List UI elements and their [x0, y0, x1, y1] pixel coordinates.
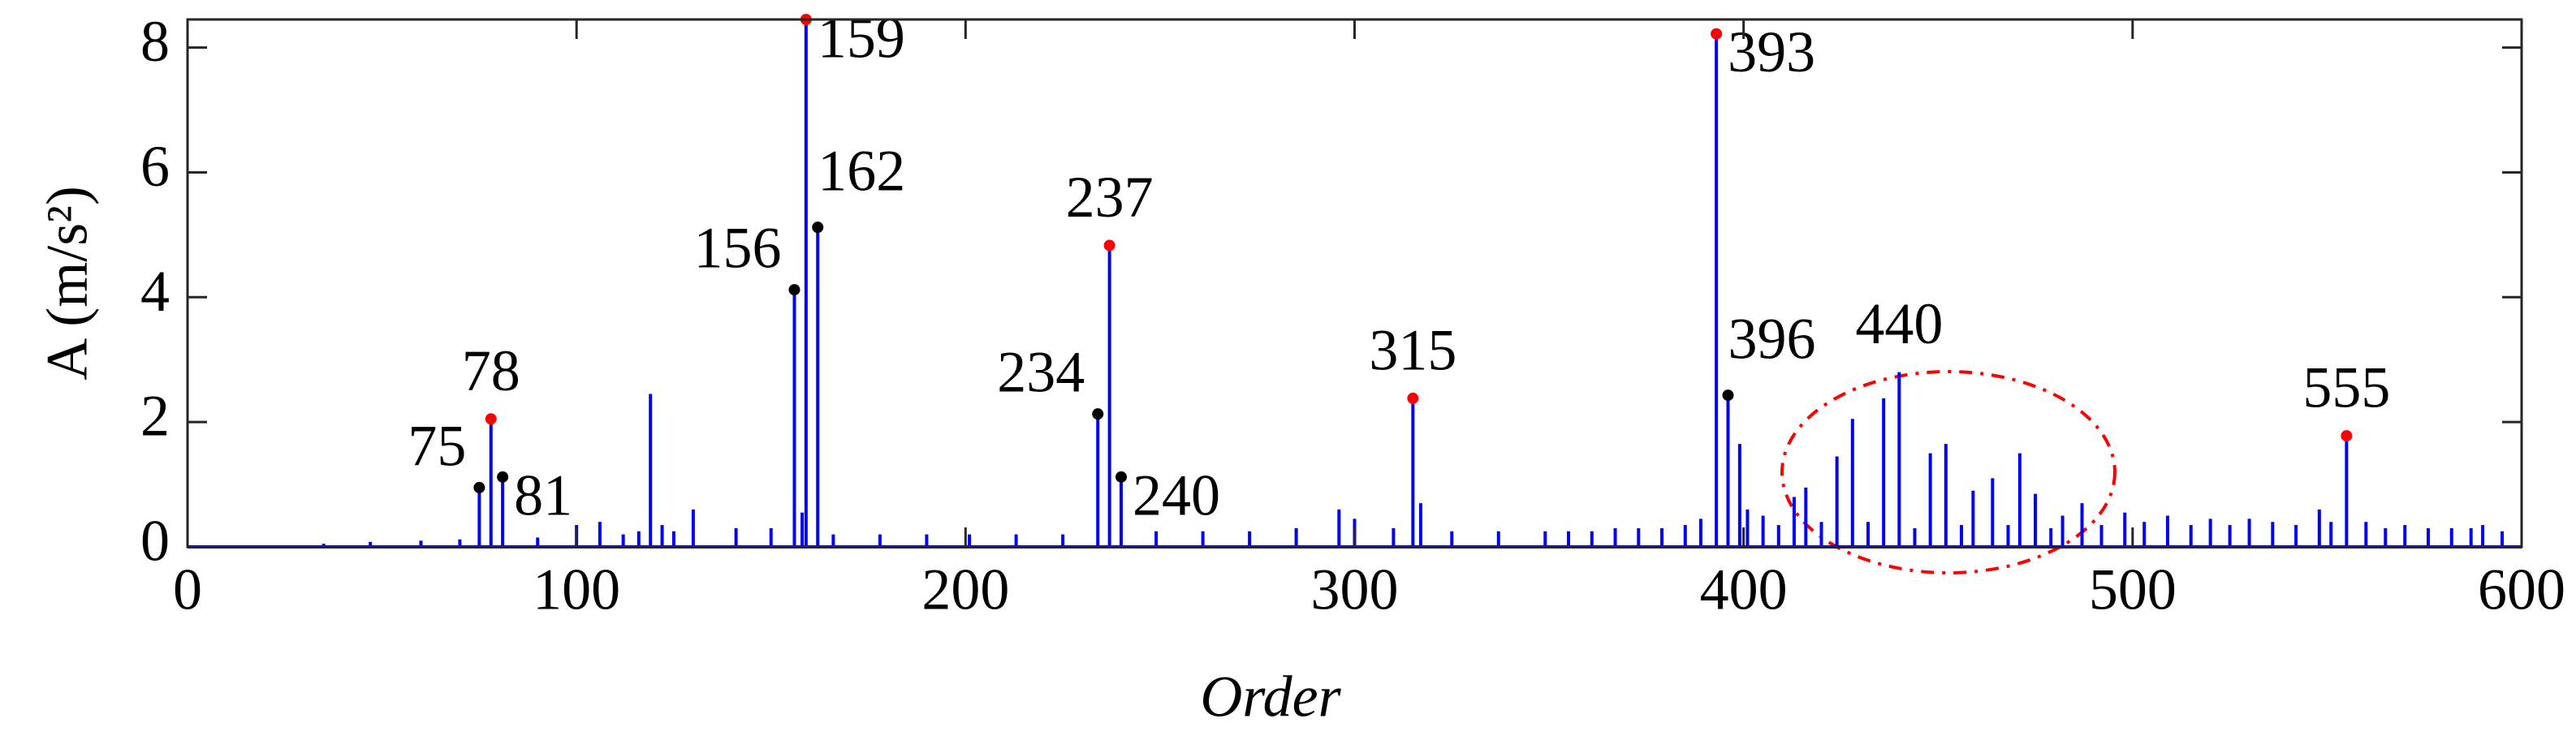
- peak-label: 156: [694, 216, 782, 281]
- peak-marker: [1115, 471, 1127, 483]
- peak-marker: [812, 222, 824, 234]
- y-tick-label: 4: [140, 259, 170, 324]
- x-tick-label: 300: [1311, 557, 1399, 622]
- x-tick-label: 200: [921, 557, 1009, 622]
- peak-label: 159: [818, 6, 905, 71]
- peak-label: 396: [1728, 307, 1816, 372]
- peak-marker: [1407, 392, 1419, 404]
- x-tick-label: 0: [173, 557, 202, 622]
- y-tick-label: 8: [140, 9, 170, 74]
- peak-marker: [2341, 430, 2353, 442]
- peak-marker: [473, 481, 485, 493]
- x-axis-label: Order: [1200, 665, 1341, 729]
- peak-label: 78: [462, 338, 520, 403]
- peak-marker: [1092, 408, 1104, 420]
- x-tick-label: 100: [533, 557, 620, 622]
- x-tick-label: 600: [2478, 557, 2565, 622]
- y-tick-label: 2: [140, 384, 170, 449]
- peak-marker: [1103, 239, 1115, 252]
- y-tick-label: 0: [140, 509, 170, 574]
- peak-label: 162: [818, 139, 905, 204]
- peak-label: 234: [997, 340, 1085, 405]
- highlight-ellipse: [1780, 370, 2116, 574]
- peak-marker: [788, 284, 800, 296]
- peak-label: 75: [408, 413, 466, 478]
- peak-label: 237: [1066, 165, 1154, 230]
- peak-label: 440: [1855, 291, 1943, 356]
- peak-marker: [485, 413, 497, 425]
- peak-label: 393: [1728, 19, 1815, 84]
- peak-marker: [1711, 28, 1723, 40]
- y-axis-label: A (m/s²): [35, 186, 100, 381]
- peak-label: 240: [1133, 462, 1220, 527]
- x-tick-label: 400: [1700, 557, 1788, 622]
- x-tick-label: 500: [2089, 557, 2177, 622]
- peak-label: 315: [1369, 317, 1456, 382]
- peak-label: 81: [514, 462, 572, 527]
- y-tick-label: 6: [140, 134, 170, 199]
- peak-marker: [1722, 389, 1734, 402]
- peak-label: 555: [2302, 355, 2390, 420]
- peak-marker: [497, 471, 509, 483]
